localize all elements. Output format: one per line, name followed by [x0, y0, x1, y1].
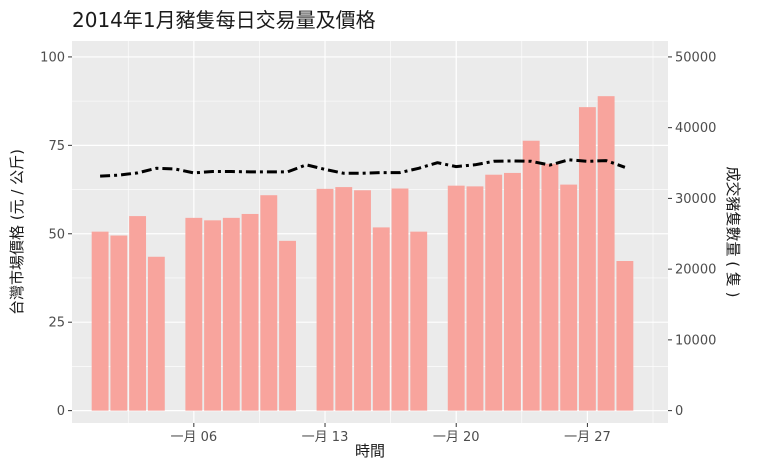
left-y-tick-label: 25: [48, 316, 65, 331]
right-y-tick-label: 50000: [675, 50, 716, 65]
left-y-tick-label: 75: [48, 139, 65, 154]
bar: [185, 217, 203, 411]
bar: [391, 188, 409, 411]
bar: [91, 231, 109, 411]
bar: [222, 217, 240, 411]
right-y-axis-title: 成交豬隻數量 ( 隻 ): [724, 166, 742, 297]
bar: [522, 140, 540, 411]
bar: [410, 231, 428, 411]
x-tick-label: 一月 06: [170, 430, 217, 445]
bar: [335, 187, 353, 411]
left-y-tick-label: 100: [40, 50, 65, 65]
bar: [372, 227, 390, 411]
bar: [578, 107, 596, 411]
x-axis: 一月 06 一月 13 一月 20 一月 27: [170, 423, 611, 445]
bar: [110, 235, 128, 411]
bar: [204, 220, 221, 411]
right-y-tick-label: 0: [675, 404, 683, 419]
x-axis-title: 時間: [355, 442, 385, 460]
x-tick-label: 一月 27: [564, 430, 611, 445]
bar: [129, 216, 147, 411]
price-line: [100, 158, 626, 178]
right-y-tick-label: 10000: [675, 333, 716, 348]
bar: [260, 195, 278, 411]
bar: [316, 188, 334, 411]
right-y-tick-label: 20000: [675, 263, 716, 278]
bar: [560, 184, 578, 411]
left-y-axis: 0 25 50 75 100: [40, 50, 72, 419]
bar-series: [91, 96, 634, 411]
left-y-tick-label: 0: [57, 404, 65, 419]
chart-title: 2014年1月豬隻每日交易量及價格: [72, 8, 376, 32]
bar: [504, 172, 521, 411]
left-y-tick-label: 50: [48, 227, 65, 242]
bar: [541, 163, 559, 411]
right-y-axis: 0 10000 20000 30000 40000 50000: [668, 50, 716, 419]
bar: [466, 186, 484, 411]
right-y-tick-label: 40000: [675, 121, 716, 136]
bar: [147, 256, 165, 411]
right-y-tick-label: 30000: [675, 192, 716, 207]
x-tick-label: 一月 13: [302, 430, 349, 445]
bar: [279, 240, 296, 411]
left-y-axis-title: 台灣市場價格 (元 / 公斤): [8, 149, 26, 315]
x-tick-label: 一月 20: [433, 430, 480, 445]
bar: [241, 213, 259, 411]
bar: [597, 96, 615, 411]
line-series: [100, 158, 626, 178]
bar: [354, 190, 371, 411]
bar: [485, 174, 503, 411]
bar: [616, 261, 634, 411]
bar: [447, 185, 465, 411]
